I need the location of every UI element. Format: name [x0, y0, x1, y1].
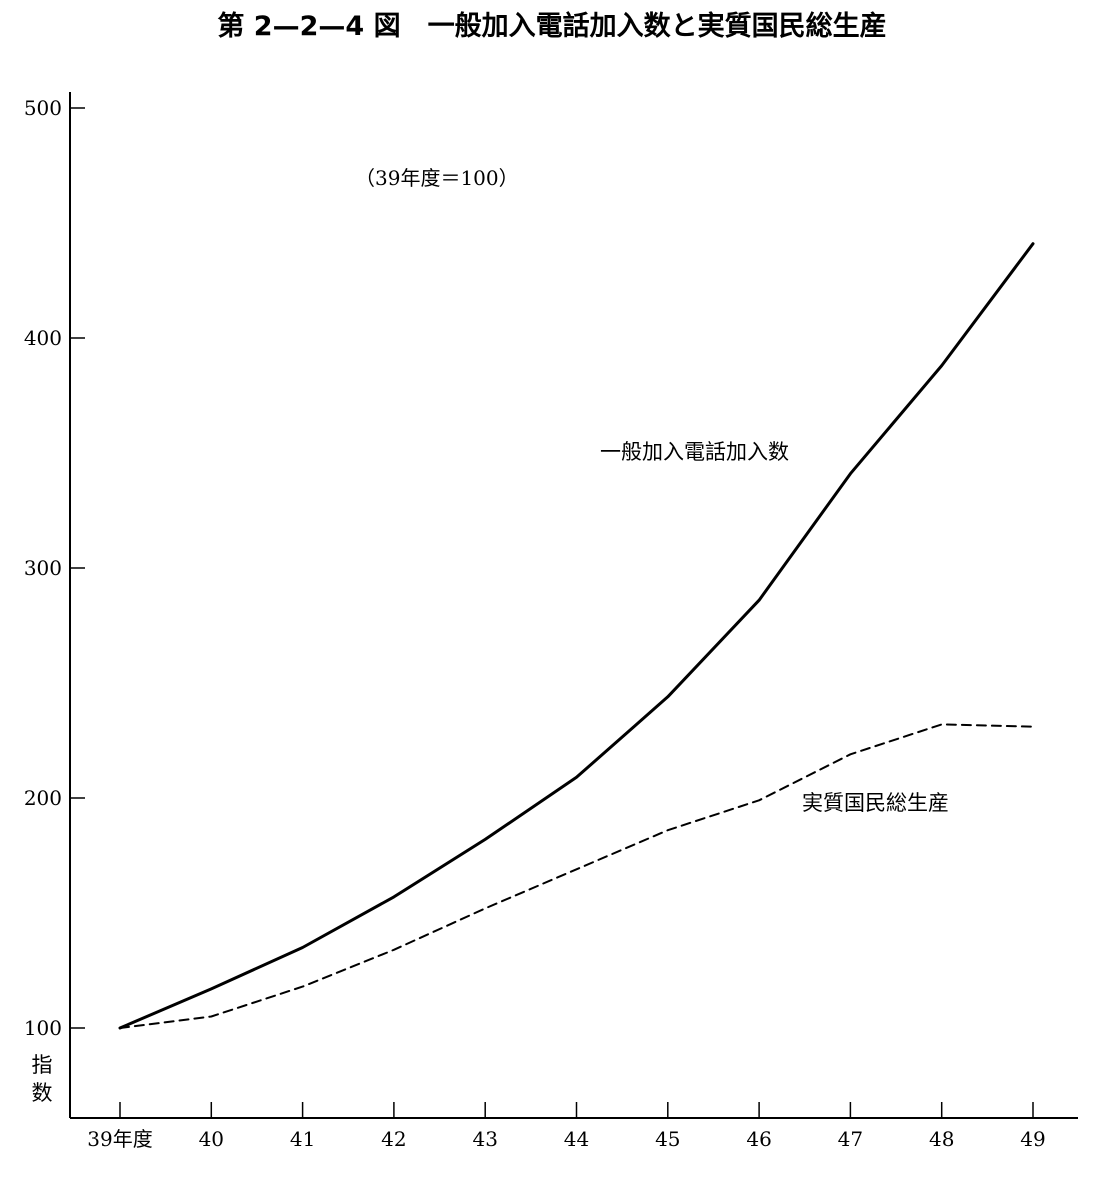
y-tick-label: 300: [24, 556, 62, 580]
chart-title: 第 2—2—4 図 一般加入電話加入数と実質国民総生産: [217, 10, 886, 42]
axes: [69, 92, 1078, 1119]
y-tick-label: 200: [24, 786, 62, 810]
x-tick-label: 42: [381, 1127, 406, 1151]
y-tick-label: 500: [24, 96, 62, 120]
y-axis-ticks: 100 200 300 400 500: [24, 96, 85, 1040]
x-tick-label: 43: [472, 1127, 497, 1151]
y-axis-label-char: 数: [32, 1081, 53, 1105]
y-tick-label: 400: [24, 326, 62, 350]
y-tick-label: 100: [24, 1016, 62, 1040]
x-tick-label: 47: [838, 1127, 863, 1151]
x-tick-label: 40: [199, 1127, 224, 1151]
x-tick-label: 39年度: [87, 1127, 152, 1151]
series-lines: [118, 242, 1035, 1030]
base-year-note: （39年度＝100）: [355, 166, 519, 190]
x-axis-ticks: 39年度 40 41 42 43 44 45 46 47 48 49: [87, 1102, 1046, 1151]
x-tick-label: 45: [655, 1127, 680, 1151]
series-line-telephone: [118, 242, 1035, 1030]
series-line-gnp: [119, 723, 1034, 1029]
y-axis-label: 指数: [32, 1053, 53, 1105]
series-label: 実質国民総生産: [802, 791, 949, 815]
x-tick-label: 44: [564, 1127, 589, 1151]
series-label: 一般加入電話加入数: [600, 440, 789, 464]
x-tick-label: 41: [290, 1127, 315, 1151]
x-tick-label: 46: [746, 1127, 771, 1151]
y-axis-label-char: 指: [32, 1053, 53, 1077]
x-tick-label: 49: [1020, 1127, 1045, 1151]
x-tick-label: 48: [929, 1127, 954, 1151]
